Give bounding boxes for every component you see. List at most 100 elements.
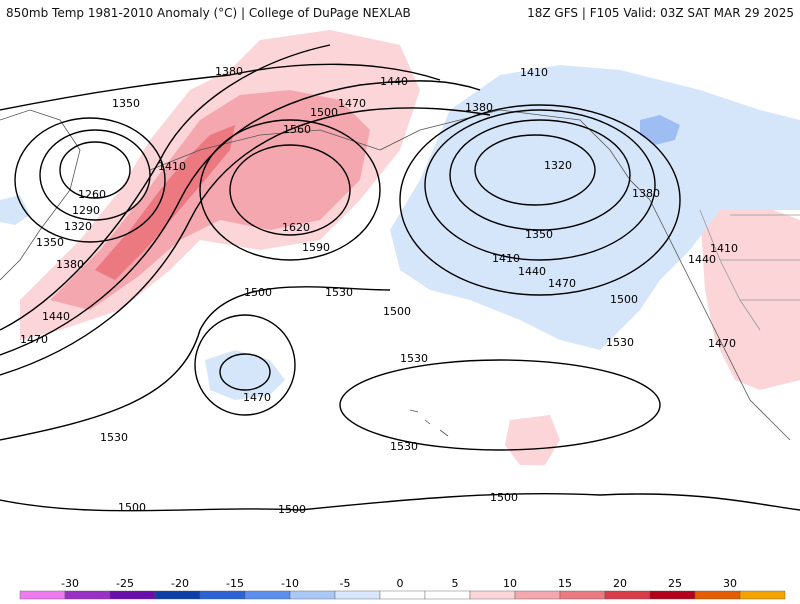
legend-swatch (64, 590, 111, 600)
legend-tick-label: 20 (613, 577, 627, 590)
contour-low-west-3 (14, 117, 166, 243)
contour-label: 1500 (383, 305, 411, 318)
cold-anomaly-core (640, 115, 680, 145)
contour-label: 1380 (215, 65, 243, 78)
legend-tick-label: -15 (226, 577, 244, 590)
contour-low-gulf-2 (449, 119, 631, 231)
legend-tick-label: 0 (397, 577, 404, 590)
contour-high-central (229, 144, 351, 236)
contour-label: 1410 (520, 66, 548, 79)
cold-anomaly-region (390, 65, 800, 350)
contour-label: 1350 (112, 97, 140, 110)
contour-label: 1410 (710, 242, 738, 255)
contour-label: 1530 (606, 336, 634, 349)
legend-tick-labels: -30 -25 -20 -15 -10 -5 0 5 10 15 20 25 30 (61, 577, 737, 590)
contour-labels: 1380 1440 1410 1350 1380 1500 1470 1560 … (20, 65, 738, 516)
contour-label: 1530 (100, 431, 128, 444)
contour-subtropical (339, 359, 661, 451)
legend-swatch (649, 590, 696, 600)
contour-label: 1380 (465, 101, 493, 114)
legend-swatch (154, 590, 201, 600)
contour-label: 1500 (610, 293, 638, 306)
contour-label: 1260 (78, 188, 106, 201)
contour-label: 1470 (708, 337, 736, 350)
contour-label: 1590 (302, 241, 330, 254)
contour-label: 1500 (278, 503, 306, 516)
legend-swatch (514, 590, 561, 600)
legend-color-bar (19, 590, 786, 600)
contour-low-gulf-4 (399, 104, 681, 296)
legend-tick-label: 15 (558, 577, 572, 590)
warm-anomaly-patch-south (505, 415, 560, 465)
legend-swatch (109, 590, 156, 600)
anomaly-map: 1380 1440 1410 1350 1380 1500 1470 1560 … (0, 26, 800, 576)
title-bar: 850mb Temp 1981-2010 Anomaly (°C) | Coll… (0, 0, 800, 26)
contour-label: 1470 (243, 391, 271, 404)
north-america-west-coast (649, 199, 791, 441)
legend-tick-label: -30 (61, 577, 79, 590)
contour-label: 1530 (325, 286, 353, 299)
contour-low-gulf-3 (424, 109, 656, 261)
asia-coastline (0, 109, 81, 281)
contour-label: 1410 (492, 252, 520, 265)
legend-tick-label: 25 (668, 577, 682, 590)
contour-label: 1350 (525, 228, 553, 241)
legend-tick-label: -25 (116, 577, 134, 590)
legend-swatch (289, 590, 336, 600)
contour-low-gulf (474, 134, 596, 206)
legend-swatch (19, 590, 66, 600)
contour-low-west (59, 141, 131, 199)
contour-1530 (0, 286, 391, 441)
contour-label: 1530 (400, 352, 428, 365)
contour-label: 1530 (390, 440, 418, 453)
contour-label: 1500 (118, 501, 146, 514)
coastlines (0, 109, 800, 441)
contour-1440 (0, 80, 481, 356)
legend-swatch (559, 590, 606, 600)
contour-label: 1320 (544, 159, 572, 172)
contour-1410 (0, 44, 331, 331)
legend-swatch (739, 590, 786, 600)
contour-label: 1410 (158, 160, 186, 173)
map-panel: 1380 1440 1410 1350 1380 1500 1470 1560 … (0, 26, 800, 576)
contour-low-west-2 (39, 129, 151, 221)
contour-label: 1500 (244, 286, 272, 299)
legend-swatch (604, 590, 651, 600)
contour-label: 1380 (632, 187, 660, 200)
legend-swatch (199, 590, 246, 600)
map-title: 850mb Temp 1981-2010 Anomaly (°C) | Coll… (6, 6, 411, 20)
contour-label: 1560 (283, 123, 311, 136)
legend-swatch (469, 590, 516, 600)
contour-label: 1470 (548, 277, 576, 290)
contour-label: 1350 (36, 236, 64, 249)
contour-cutoff-low (194, 314, 296, 416)
contour-1500-south (0, 492, 800, 512)
legend-tick-label: -10 (281, 577, 299, 590)
contour-label: 1620 (282, 221, 310, 234)
warm-anomaly-patch-east (700, 205, 800, 390)
legend-tick-label: -20 (171, 577, 189, 590)
contour-label: 1440 (688, 253, 716, 266)
contour-label: 1500 (490, 491, 518, 504)
warm-anomaly-peak (95, 125, 235, 280)
legend-tick-label: 10 (503, 577, 517, 590)
legend-tick-label: 30 (723, 577, 737, 590)
cold-anomaly-patch-west (205, 350, 285, 400)
height-contours (0, 44, 800, 512)
contour-label: 1440 (42, 310, 70, 323)
legend-tick-label: -5 (340, 577, 351, 590)
color-scale-legend: -30 -25 -20 -15 -10 -5 0 5 10 15 20 25 30 (0, 576, 800, 600)
model-run-info: 18Z GFS | F105 Valid: 03Z SAT MAR 29 202… (527, 6, 794, 20)
legend-swatch (379, 590, 426, 600)
contour-label: 1290 (72, 204, 100, 217)
legend-swatch (424, 590, 471, 600)
legend-swatch (334, 590, 381, 600)
legend-swatch (244, 590, 291, 600)
contour-label: 1320 (64, 220, 92, 233)
hawaii-islands (409, 409, 449, 437)
legend-swatch (694, 590, 741, 600)
legend-tick-label: 5 (452, 577, 459, 590)
contour-label: 1470 (20, 333, 48, 346)
contour-label: 1440 (518, 265, 546, 278)
contour-label: 1500 (310, 106, 338, 119)
